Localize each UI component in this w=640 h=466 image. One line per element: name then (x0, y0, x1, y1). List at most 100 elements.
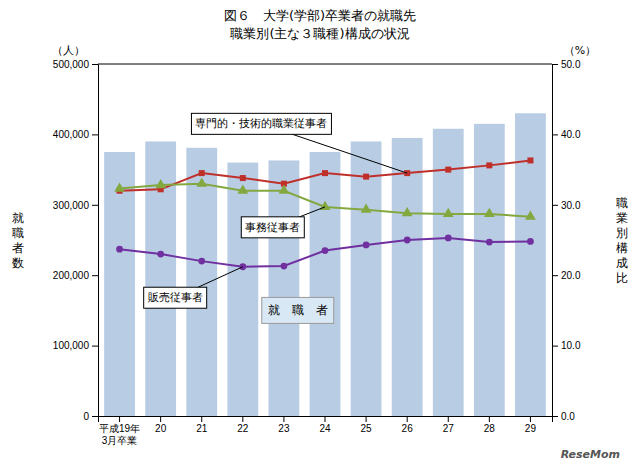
marker (281, 263, 288, 270)
tick-label: 25 (361, 423, 373, 434)
tick-label: 24 (319, 423, 331, 434)
axis-line (553, 65, 559, 417)
tick-mark (552, 346, 558, 347)
series-name: 販売従事者 (148, 291, 203, 304)
marker (484, 208, 495, 217)
x-tick: 23 (278, 416, 290, 434)
tick-label: 26 (402, 423, 414, 434)
y-axis: 0 100,000 200,000 300,000 400,000 500,000 (53, 59, 99, 422)
tick-label: 100,000 (53, 340, 90, 351)
tick-mark (552, 134, 558, 135)
marker (322, 170, 328, 176)
bar (310, 152, 341, 416)
chart: 図６ 大学(学部)卒業者の就職先職業別(主な３職種)構成の状況平成19年3月卒業… (0, 0, 640, 466)
series-2 (114, 177, 536, 219)
series-label: 事務従事者 (241, 207, 325, 238)
x-axis: 平成19年3月卒業 20 21 22 23 24 25 26 27 28 29 (99, 416, 553, 446)
tick-mark (242, 416, 243, 422)
tick-mark (92, 346, 98, 347)
label-box (262, 297, 334, 323)
x-tick: 26 (402, 416, 414, 434)
tick-label: 平成19年3月卒業 (99, 423, 140, 446)
tick-mark (552, 416, 558, 417)
bar (186, 148, 217, 416)
frame (98, 64, 552, 65)
tick-label: 0 (83, 411, 89, 422)
x-tick: 21 (196, 416, 208, 434)
marker (361, 204, 372, 213)
series-0 (104, 113, 546, 416)
tick-label: 10.0 (561, 340, 581, 351)
marker (116, 246, 123, 253)
y2-axis-title: 職業別構成比 (616, 195, 628, 284)
marker (486, 162, 492, 168)
tick-label: 40.0 (561, 129, 581, 140)
marker (402, 207, 413, 216)
tick-mark (92, 64, 98, 65)
tick-mark (407, 416, 408, 422)
tick-label: 20 (155, 423, 167, 434)
tick-mark (366, 416, 367, 422)
marker (404, 237, 411, 244)
x-tick: 25 (361, 416, 373, 434)
marker (443, 208, 454, 217)
tick-mark (325, 416, 326, 422)
y-tick: 400,000 (53, 129, 98, 140)
label-box (144, 287, 207, 308)
title: 図６ 大学(学部)卒業者の就職先 (224, 8, 416, 23)
series-name: 就 職 者 (268, 303, 328, 317)
y2-tick: 20.0 (552, 270, 581, 281)
tick-label: 27 (443, 423, 455, 434)
marker (527, 157, 533, 163)
tick-label: 300,000 (53, 200, 90, 211)
bar (515, 113, 546, 416)
x-tick: 29 (525, 416, 537, 434)
x-tick: 20 (155, 416, 167, 434)
tick-label: 22 (237, 423, 249, 434)
marker (445, 235, 452, 242)
tick-label: 200,000 (53, 270, 90, 281)
marks (104, 113, 546, 416)
tick-mark (119, 416, 120, 422)
tick-mark (530, 416, 531, 422)
tick-label: 29 (525, 423, 537, 434)
tick-label: 0.0 (561, 411, 575, 422)
x-tick: 28 (484, 416, 496, 434)
marker (114, 182, 125, 191)
tick-mark (160, 416, 161, 422)
marker (240, 175, 246, 181)
tick-mark (92, 205, 98, 206)
tick-label: 20.0 (561, 270, 581, 281)
marker (527, 238, 534, 245)
bar (433, 129, 464, 416)
tick-label: 400,000 (53, 129, 90, 140)
x-tick: 22 (237, 416, 249, 434)
marker (157, 251, 164, 258)
annotation: （%） (564, 44, 596, 57)
series-label: 販売従事者 (144, 267, 243, 308)
tick-mark (552, 275, 558, 276)
y-tick: 0 (83, 411, 98, 422)
y2-tick: 0.0 (552, 411, 575, 422)
y-tick: 100,000 (53, 340, 98, 351)
series-label: 専門的・技術的職業従事者 (191, 113, 407, 173)
tick-label: 50.0 (561, 59, 581, 70)
series-name: 事務従事者 (245, 221, 300, 234)
marker (363, 242, 370, 249)
marker (237, 185, 248, 194)
y2-tick: 30.0 (552, 200, 581, 211)
x-tick: 27 (443, 416, 455, 434)
bar (145, 141, 176, 416)
tick-label: 28 (484, 423, 496, 434)
axis-line (92, 65, 99, 417)
line (120, 160, 531, 190)
line (120, 184, 531, 217)
tick-label: 21 (196, 423, 208, 434)
x-tick: 24 (319, 416, 331, 434)
label-box (191, 113, 331, 134)
tick-label: 500,000 (53, 59, 90, 70)
y-axis-title: 就職者数 (12, 210, 24, 269)
tick-label: 23 (278, 423, 290, 434)
y2-tick: 40.0 (552, 129, 581, 140)
marker (363, 174, 369, 180)
